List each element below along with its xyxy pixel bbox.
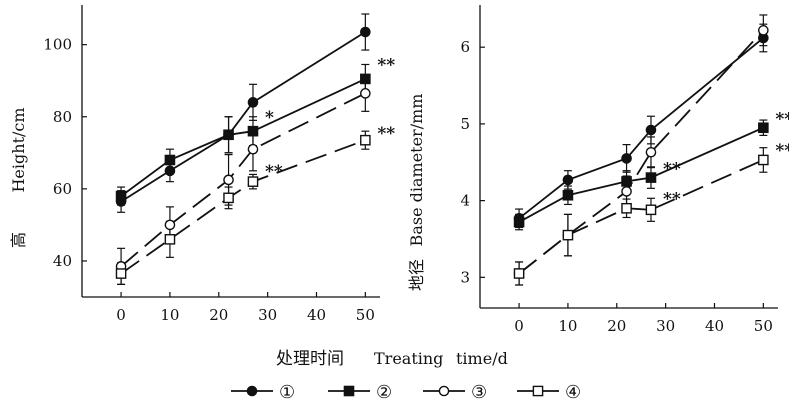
- data-point-series-1: [645, 124, 657, 136]
- x-tick-label: 20: [607, 317, 626, 335]
- x-tick-label: 30: [656, 317, 675, 335]
- legend-label: ①: [279, 382, 295, 403]
- x-tick-label: 0: [514, 317, 524, 335]
- data-point-series-4: [360, 134, 371, 146]
- data-point-series-2: [621, 176, 632, 187]
- series-line-3: [120, 92, 366, 268]
- legend-label: ④: [565, 382, 581, 403]
- data-point-series-4: [645, 204, 657, 216]
- y-axis-label-cn: 高: [9, 232, 28, 248]
- y-tick-label: 6: [460, 38, 470, 56]
- data-point-series-4: [164, 234, 176, 245]
- data-point-series-4: [513, 268, 525, 279]
- data-point-series-3: [164, 219, 176, 231]
- legend-label: ②: [376, 382, 392, 403]
- y-tick-label: 80: [53, 108, 72, 126]
- legend-label: ③: [471, 382, 487, 403]
- data-point-series-4: [758, 154, 769, 166]
- data-point-series-4: [621, 202, 632, 214]
- x-axis-label-en: Treating: [374, 349, 443, 368]
- y-tick-label: 60: [53, 180, 72, 198]
- significance-marker: *: [265, 108, 274, 128]
- data-point-series-2: [758, 122, 769, 134]
- data-point-series-4: [562, 229, 574, 241]
- y-tick-label: 40: [53, 252, 72, 270]
- data-point-series-1: [360, 26, 371, 38]
- x-axis-label-unit: time/d: [456, 349, 508, 368]
- data-point-series-2: [115, 190, 127, 202]
- y-axis-label-cn: 地径: [407, 259, 426, 291]
- significance-marker: **: [775, 110, 789, 130]
- series-line-1: [120, 31, 366, 203]
- significance-marker: **: [663, 159, 681, 179]
- significance-marker: **: [377, 55, 395, 75]
- data-point-series-4: [223, 192, 234, 204]
- significance-marker: **: [265, 162, 283, 182]
- data-point-series-3: [223, 174, 234, 186]
- x-tick-label: 50: [356, 306, 375, 324]
- data-point-series-1: [562, 174, 574, 186]
- x-tick-label: 20: [209, 306, 228, 324]
- data-point-series-2: [223, 129, 234, 141]
- series-line-3: [518, 29, 764, 275]
- legend: ① ② ③ ④: [231, 382, 581, 403]
- x-tick-label: 50: [754, 317, 773, 335]
- data-point-series-2: [645, 172, 657, 183]
- series-line-1: [518, 37, 764, 220]
- significance-marker: **: [377, 124, 395, 144]
- legend-marker: [532, 385, 544, 397]
- y-tick-label: 3: [460, 268, 470, 286]
- significance-marker: **: [663, 189, 681, 209]
- y-tick-label: 4: [460, 192, 470, 210]
- legend-marker: [438, 385, 450, 397]
- data-point-series-3: [360, 88, 371, 99]
- x-tick-label: 10: [558, 317, 577, 335]
- data-point-series-3: [758, 25, 769, 36]
- x-tick-label: 40: [307, 306, 326, 324]
- data-point-series-4: [247, 176, 259, 187]
- data-point-series-1: [247, 97, 259, 108]
- x-tick-label: 10: [160, 306, 179, 324]
- data-point-series-2: [164, 154, 176, 166]
- y-axis-label-en: Base diameter/mm: [407, 94, 426, 247]
- x-tick-label: 40: [705, 317, 724, 335]
- x-tick-label: 30: [258, 306, 277, 324]
- data-point-series-2: [562, 189, 574, 201]
- x-tick-label: 0: [116, 306, 126, 324]
- significance-marker: **: [775, 141, 789, 161]
- y-tick-label: 100: [43, 36, 72, 54]
- data-point-series-4: [115, 268, 127, 279]
- data-point-series-2: [513, 216, 525, 228]
- data-point-series-3: [621, 186, 632, 197]
- diameter-chart-panel: 0 10 20 30 40 50 3 4 5 6 ** ** ** ** 地径 Base diamete…: [407, 5, 789, 335]
- data-point-series-2: [360, 73, 371, 85]
- data-point-series-2: [247, 125, 259, 137]
- y-axis-label-en: Height/cm: [9, 107, 28, 192]
- data-point-series-3: [247, 143, 259, 155]
- data-point-series-1: [621, 153, 632, 164]
- legend-marker: [343, 385, 355, 397]
- x-axis-label-cn: 处理时间: [276, 349, 344, 369]
- data-point-series-1: [164, 165, 176, 177]
- legend-marker: [246, 385, 258, 397]
- y-tick-label: 5: [460, 115, 470, 133]
- data-point-series-3: [645, 146, 657, 158]
- series-line-4: [518, 159, 764, 275]
